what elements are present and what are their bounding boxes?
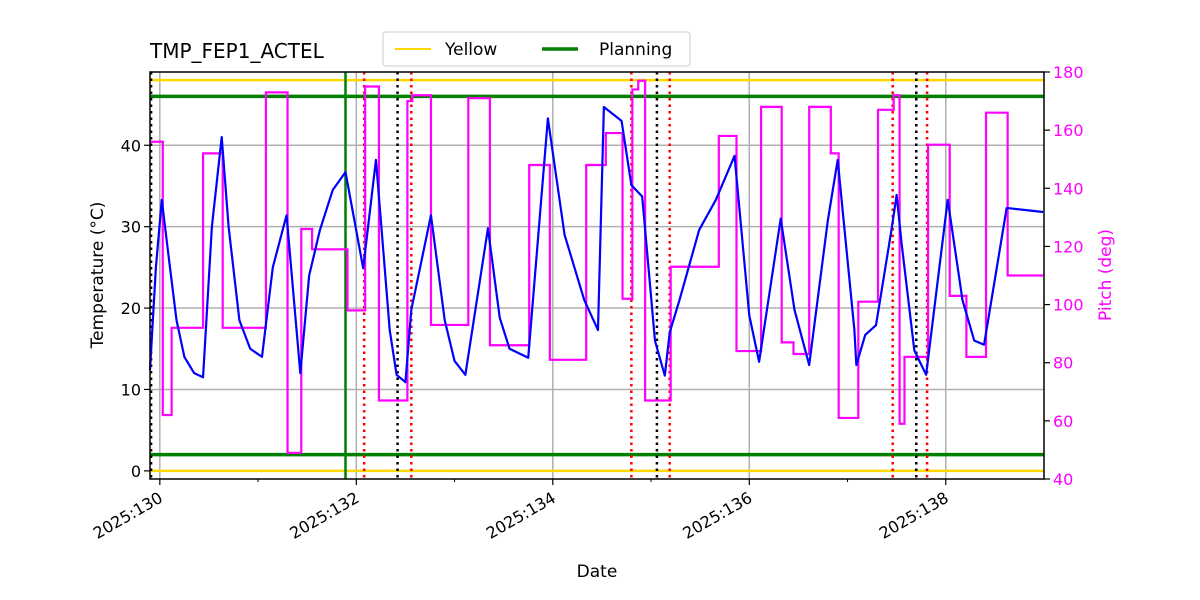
y-tick-label: 30: [121, 218, 141, 237]
y2-tick-label: 180: [1053, 63, 1084, 82]
x-tick-label: 2025:130: [90, 488, 166, 543]
plot-frame: [149, 71, 1045, 480]
legend-label-planning: Planning: [599, 40, 672, 60]
legend: Yellow Planning: [382, 31, 691, 67]
y-tick-label: 0: [131, 462, 141, 481]
chart-title: TMP_FEP1_ACTEL: [149, 39, 325, 63]
y-tick-label: 10: [121, 380, 141, 399]
y-tick-label: 20: [121, 299, 141, 318]
x-tick-label: 2025:134: [483, 488, 559, 543]
x-tick-label: 2025:132: [286, 488, 362, 543]
grid: [150, 72, 1044, 479]
y2-tick-label: 140: [1053, 179, 1084, 198]
legend-label-yellow: Yellow: [444, 40, 497, 60]
y2-tick-label: 80: [1053, 354, 1073, 373]
plot-area: [148, 72, 1044, 479]
pitch-series: [150, 79, 1044, 454]
y-tick-label: 40: [121, 136, 141, 155]
y2-axis-label: Pitch (deg): [1096, 229, 1116, 321]
temperature-series: [148, 105, 1044, 384]
y2-tick-label: 40: [1053, 470, 1073, 489]
x-tick-label: 2025:138: [876, 488, 952, 543]
y2-tick-label: 60: [1053, 412, 1073, 431]
x-tick-label: 2025:136: [679, 488, 755, 543]
y2-tick-label: 160: [1053, 121, 1084, 140]
y2-tick-label: 120: [1053, 237, 1084, 256]
legend-box: [382, 31, 691, 67]
x-axis-label: Date: [577, 562, 618, 582]
y-axis-label: Temperature (°C): [88, 202, 108, 350]
y2-tick-label: 100: [1053, 296, 1084, 315]
